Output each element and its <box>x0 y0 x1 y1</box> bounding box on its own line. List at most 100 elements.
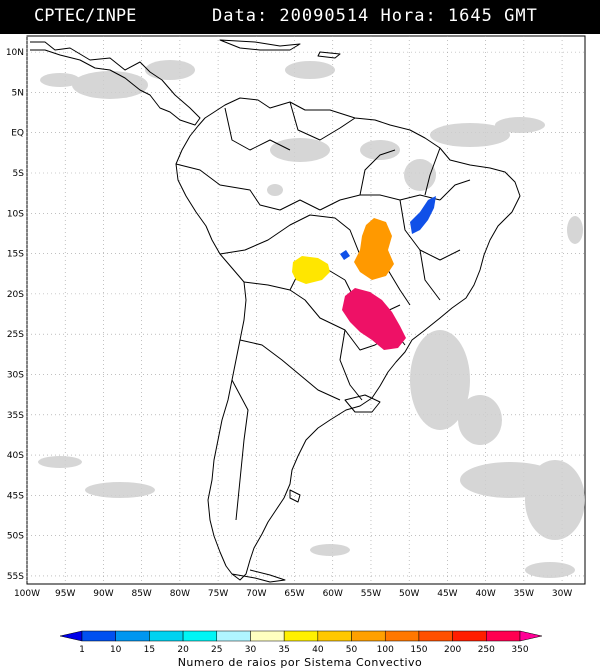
lon-tick-label: 95W <box>55 589 75 599</box>
cloud-patch <box>267 184 283 196</box>
lat-tick-label: 30S <box>7 370 24 380</box>
colorbar-segment <box>384 630 420 642</box>
cloud-patch <box>145 60 195 80</box>
blue-system <box>340 250 350 260</box>
colorbar-segment <box>317 630 352 642</box>
lon-tick-label: 40W <box>475 589 495 599</box>
island <box>289 489 301 503</box>
lon-tick-label: 55W <box>361 589 381 599</box>
state-border <box>439 179 471 201</box>
caribbean-island <box>219 39 301 51</box>
blue-system <box>410 196 436 234</box>
lon-tick-label: 50W <box>399 589 419 599</box>
lat-tick-label: 50S <box>7 532 24 542</box>
lon-tick-label: 70W <box>246 589 266 599</box>
longitude-labels: 100W 95W 90W 85W 80W 75W 70W 65W 60W 55W 50W 45W 40W… <box>14 589 572 599</box>
colorbar-tick-label: 50 <box>346 645 358 655</box>
colorbar-tick-label: 20 <box>177 645 189 655</box>
colorbar-segment <box>182 630 218 642</box>
agency-label: CPTEC/INPE <box>34 6 137 26</box>
colorbar-tick-label: 25 <box>211 645 222 655</box>
colorbar-segment <box>149 630 184 642</box>
cloud-patch <box>38 456 82 468</box>
map-frame <box>26 35 586 585</box>
cloud-patch <box>72 71 148 99</box>
map-panel <box>26 35 586 585</box>
border <box>175 163 321 211</box>
colorbar-tick-label: 200 <box>444 645 461 655</box>
lat-tick-label: 15S <box>7 250 24 260</box>
lon-tick-label: 30W <box>552 589 572 599</box>
datetime-label: Data: 20090514 Hora: 1645 GMT <box>212 6 538 26</box>
colorbar-arrow-left <box>59 630 83 642</box>
lat-tick-label: 25S <box>7 330 24 340</box>
yellow-system <box>292 256 330 284</box>
colorbar-tick-label: 150 <box>410 645 427 655</box>
cloud-patch <box>270 138 330 162</box>
magenta-system <box>342 288 406 350</box>
lat-tick-label: 35S <box>7 411 24 421</box>
lat-tick-label: 10N <box>6 48 24 58</box>
cloud-patch <box>458 395 502 445</box>
cloud-patch <box>567 216 583 244</box>
lat-tick-label: 45S <box>7 491 24 501</box>
lat-tick-label: 55S <box>7 572 24 582</box>
cloud-patch <box>430 123 510 147</box>
cloud-patch <box>360 140 400 160</box>
colorbar-tick-label: 40 <box>312 645 324 655</box>
cloud-patch <box>40 73 80 87</box>
cloud-patch <box>85 482 155 498</box>
lat-tick-label: 20S <box>7 290 24 300</box>
state-border <box>419 249 441 301</box>
lon-tick-label: 45W <box>437 589 457 599</box>
central-america-coast <box>30 41 201 126</box>
lat-tick-label: 5N <box>12 88 24 98</box>
colorbar-tick-label: 10 <box>110 645 122 655</box>
colorbar-segment <box>486 630 521 642</box>
lon-tick-label: 60W <box>323 589 343 599</box>
latitude-labels: 10N 5N EQ 5S 10S 15S 20S 25S 30S 35S 40S 45S 50S 55S <box>6 48 24 582</box>
colorbar-segment <box>115 630 150 642</box>
colorbar-segment <box>216 630 251 642</box>
cloud-patch <box>404 159 436 191</box>
colorbar-title: Numero de raios por Sistema Convectivo <box>178 656 423 669</box>
border <box>224 107 291 151</box>
colorbar-tick-label: 15 <box>144 645 155 655</box>
state-border <box>319 194 441 211</box>
colorbar-tick-label: 1 <box>79 645 85 655</box>
uruguay <box>344 394 381 413</box>
state-border <box>424 147 441 196</box>
tierra-del-fuego <box>231 569 286 583</box>
lon-tick-label: 75W <box>208 589 228 599</box>
colorbar-segment <box>81 630 116 642</box>
colorbar-tick-label: 100 <box>377 645 394 655</box>
cloud-patch <box>310 544 350 556</box>
colorbar-segment <box>418 630 453 642</box>
orange-system <box>354 218 394 280</box>
colorbar-tick-label: 250 <box>478 645 495 655</box>
border <box>239 339 341 401</box>
south-america-coast <box>175 97 521 581</box>
colorbar-segment <box>351 630 386 642</box>
cloud-patch <box>410 330 470 430</box>
border <box>219 214 361 256</box>
state-border <box>359 149 396 196</box>
cloud-cover <box>38 60 585 578</box>
border <box>289 101 356 141</box>
cloud-patch <box>525 562 575 578</box>
colorbar-tick-label: 35 <box>278 645 289 655</box>
lat-tick-label: 40S <box>7 451 24 461</box>
colorbar-tick-label: 350 <box>511 645 528 655</box>
lat-tick-label: EQ <box>11 129 24 139</box>
lon-tick-label: 90W <box>93 589 113 599</box>
cloud-patch <box>285 61 335 79</box>
lon-tick-label: 65W <box>284 589 304 599</box>
lon-tick-label: 85W <box>131 589 151 599</box>
cloud-patch <box>495 117 545 133</box>
colorbar-segment <box>452 630 487 642</box>
colorbar-arrow-right <box>519 630 543 642</box>
colorbar: 1 10 15 20 25 30 35 40 50 100 150 200 250 350 <box>59 630 543 655</box>
lon-tick-label: 80W <box>170 589 190 599</box>
convective-systems <box>292 196 436 350</box>
